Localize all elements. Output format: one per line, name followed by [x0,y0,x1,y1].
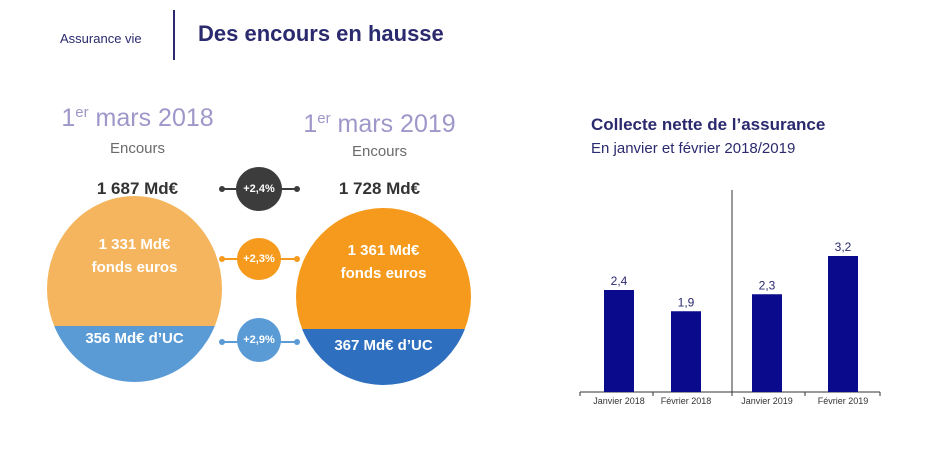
bar-1 [604,290,634,392]
section-label: Assurance vie [60,31,142,46]
growth-fonds-euros-dot-left [219,256,225,262]
bar-2 [671,311,701,392]
x-tick-label-4: Février 2019 [818,396,869,406]
header-divider [173,10,175,60]
date-heading-2019: 1er mars 2019 [303,110,456,138]
growth-total-badge: +2,4% [236,167,282,211]
bar-value-label-4: 3,2 [835,240,852,254]
fonds-euros-label-2019: fonds euros [340,265,427,282]
fonds-euros-value-2018: 1 331 Md€ [98,236,171,253]
growth-uc-dot-left [219,339,225,345]
fonds-euros-segment-2018 [47,196,222,326]
growth-total-dot-left [219,186,225,192]
bar-chart: 2,4 1,9 2,3 3,2 Janvier 2018 Février 2018 Jan… [579,190,881,406]
x-tick-label-1: Janvier 2018 [593,396,645,406]
encours-label-2018: Encours [109,140,166,157]
growth-total-dot-right [294,186,300,192]
uc-value-2019: 367 Md€ d’UC [334,337,433,354]
fonds-euros-segment-2019 [296,208,471,329]
total-2019: 1 728 Md€ [338,179,421,198]
x-tick-label-2: Février 2018 [661,396,712,406]
page-title: Des encours en hausse [198,21,444,46]
chart-title: Collecte nette de l’assurance [591,115,826,134]
circle-2018: 1 331 Md€ fonds euros 356 Md€ d’UC [47,196,222,382]
circle-2019: 1 361 Md€ fonds euros 367 Md€ d’UC [296,208,471,385]
growth-uc-dot-right [294,339,300,345]
chart-subtitle: En janvier et février 2018/2019 [591,140,796,157]
fonds-euros-value-2019: 1 361 Md€ [347,242,420,259]
uc-value-2018: 356 Md€ d’UC [85,330,184,347]
total-2018: 1 687 Md€ [96,179,179,198]
growth-fonds-euros-badge: +2,3% [237,238,281,280]
growth-uc-badge: +2,9% [237,318,281,362]
growth-fonds-euros-dot-right [294,256,300,262]
date-heading-2018: 1er mars 2018 [61,104,214,132]
bar-value-label-3: 2,3 [759,278,776,292]
bar-3 [752,294,782,392]
encours-label-2019: Encours [351,143,408,160]
bar-value-label-1: 2,4 [611,274,628,288]
bar-4 [828,256,858,392]
x-tick-label-3: Janvier 2019 [741,396,793,406]
uc-segment-2018 [47,326,222,382]
uc-segment-2019 [296,329,471,385]
bar-value-label-2: 1,9 [678,295,695,309]
fonds-euros-label-2018: fonds euros [91,259,178,276]
